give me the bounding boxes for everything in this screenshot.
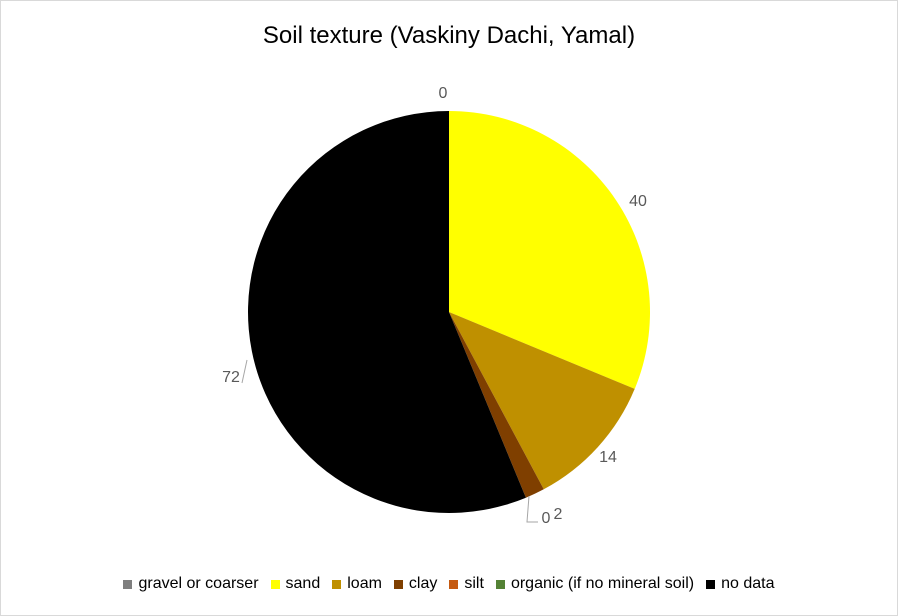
leader-line [241,359,248,384]
legend-item: silt [449,575,484,593]
legend-label: organic (if no mineral soil) [510,575,695,592]
legend-swatch [449,579,459,589]
data-label: 0 [542,510,551,527]
legend: gravel or coarser sand loam clay silt organic… [0,575,898,593]
legend-item: gravel or coarser [123,575,259,593]
legend-label: no data [721,575,775,592]
legend-swatch [270,579,280,589]
pie-slice-no-data [248,111,526,513]
legend-item: loam [332,575,382,593]
data-label: 72 [222,369,240,386]
legend-swatch [393,579,403,589]
legend-label: loam [347,575,382,592]
legend-swatch [495,579,505,589]
legend-item: no data [706,575,775,593]
data-label: 40 [629,193,647,210]
legend-swatch [706,579,716,589]
legend-item: clay [393,575,438,593]
legend-item: organic (if no mineral soil) [495,575,695,593]
pie-slice-clay [449,312,544,498]
legend-label: gravel or coarser [138,575,259,592]
data-label: 2 [554,506,563,523]
pie-slice-loam [449,312,635,490]
legend-swatch [123,579,133,589]
data-label: 0 [439,85,448,102]
chart-title: Soil texture (Vaskiny Dachi, Yamal) [262,22,636,49]
legend-swatch [332,579,342,589]
pie-slice-sand [449,111,651,389]
legend-item: sand [270,575,321,593]
leader-line [526,495,538,523]
legend-label: sand [285,575,321,592]
legend-label: silt [464,575,484,592]
legend-label: clay [408,575,438,592]
data-label: 14 [599,449,617,466]
